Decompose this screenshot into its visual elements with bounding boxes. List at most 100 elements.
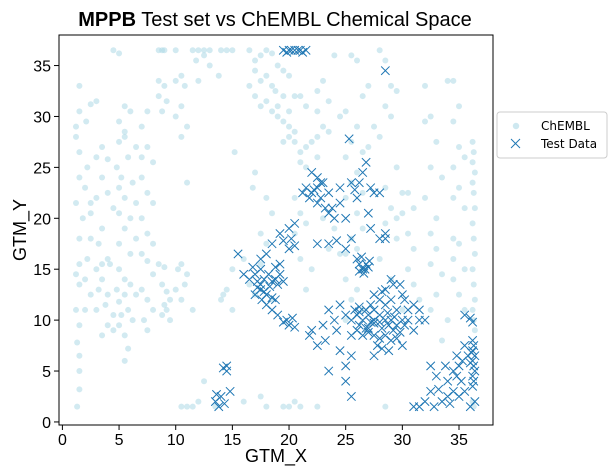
test-data-point	[219, 399, 229, 409]
test-data-point	[429, 402, 439, 412]
chembl-point	[461, 154, 468, 161]
test-data-point	[445, 399, 455, 409]
chembl-point	[450, 118, 457, 125]
chembl-point	[388, 113, 395, 120]
chembl-point	[138, 286, 145, 293]
chembl-point	[469, 306, 476, 313]
chembl-point	[388, 205, 395, 212]
test-data-point	[363, 327, 373, 337]
chembl-point	[456, 240, 463, 247]
chembl-point	[189, 403, 196, 410]
test-data-point	[369, 351, 379, 361]
test-data-point	[392, 305, 402, 315]
chembl-point	[184, 179, 191, 186]
test-data-point	[437, 397, 447, 407]
chembl-point	[110, 312, 117, 319]
chembl-point	[450, 256, 457, 263]
test-data-point	[327, 203, 337, 213]
test-data-point	[312, 341, 322, 351]
chembl-point	[456, 103, 463, 110]
legend: ChEMBL Test Data	[496, 111, 608, 159]
test-data-point	[369, 330, 379, 340]
chembl-point	[342, 276, 349, 283]
chembl-point	[303, 103, 310, 110]
chembl-point	[257, 52, 264, 59]
chembl-point	[320, 77, 327, 84]
chembl-point	[74, 403, 81, 410]
x-axis-label: GTM_X	[245, 446, 307, 467]
test-data-point	[320, 335, 330, 346]
chembl-point	[331, 52, 338, 59]
chembl-point	[155, 261, 162, 268]
chembl-point	[104, 322, 111, 329]
chembl-point	[393, 88, 400, 95]
test-data-point	[468, 317, 478, 327]
chembl-point	[456, 291, 463, 298]
chembl-point	[291, 93, 298, 100]
test-data-point	[361, 323, 371, 333]
chembl-point	[439, 174, 446, 181]
chembl-point	[456, 144, 463, 151]
chembl-point	[144, 327, 151, 334]
chembl-point	[163, 288, 170, 295]
test-data-point	[384, 346, 394, 356]
chembl-point	[87, 235, 94, 242]
test-data-point	[256, 254, 266, 264]
test-data-point	[380, 285, 390, 295]
test-data-point	[403, 315, 413, 325]
test-data-point	[409, 402, 419, 412]
test-data-point	[273, 310, 283, 320]
chembl-point	[133, 144, 140, 151]
chembl-point	[159, 281, 166, 288]
chembl-point	[257, 77, 264, 84]
chembl-point	[76, 235, 83, 242]
test-data-point	[318, 178, 328, 188]
test-data-point	[426, 386, 436, 396]
chembl-point	[138, 154, 145, 161]
chembl-point	[161, 82, 168, 89]
chembl-point	[450, 235, 457, 242]
test-data-point	[452, 351, 462, 361]
test-data-point	[316, 193, 326, 203]
chembl-point	[274, 103, 281, 110]
test-data-point	[383, 308, 393, 318]
chembl-point	[470, 317, 477, 324]
y-tick-label: 25	[33, 160, 51, 177]
chembl-point	[118, 174, 125, 181]
chembl-point	[138, 174, 145, 181]
chembl-point	[280, 118, 287, 125]
test-data-point	[284, 244, 294, 254]
chembl-point	[110, 327, 117, 334]
chembl-point	[218, 47, 225, 54]
chembl-point	[113, 286, 120, 293]
chembl-point	[263, 403, 270, 410]
chembl-point	[308, 266, 315, 273]
chembl-point	[172, 286, 179, 293]
test-data-point	[252, 282, 262, 293]
chembl-point	[342, 317, 349, 324]
test-data-point	[332, 325, 342, 335]
legend-box	[496, 111, 608, 159]
chembl-point	[79, 215, 86, 222]
chembl-point	[314, 88, 321, 95]
chembl-point	[72, 306, 79, 313]
chembl-point	[422, 82, 429, 89]
chembl-point	[280, 403, 287, 410]
points-layer	[72, 45, 480, 412]
chembl-point	[138, 123, 145, 130]
test-data-point	[335, 198, 345, 208]
test-data-point	[298, 188, 308, 198]
chart-title-rest: Test set vs ChEMBL Chemical Space	[136, 9, 472, 31]
chembl-point	[99, 276, 106, 283]
chembl-point	[471, 169, 478, 176]
x-tick-label: 25	[337, 432, 355, 449]
test-data-point	[290, 218, 300, 228]
test-data-point	[375, 188, 385, 198]
chembl-point	[269, 50, 276, 57]
chembl-point	[116, 118, 123, 125]
test-data-point	[431, 371, 441, 381]
test-data-point	[211, 389, 222, 400]
series-chembl	[72, 47, 478, 410]
test-data-point	[341, 361, 351, 371]
test-data-point	[397, 290, 407, 300]
